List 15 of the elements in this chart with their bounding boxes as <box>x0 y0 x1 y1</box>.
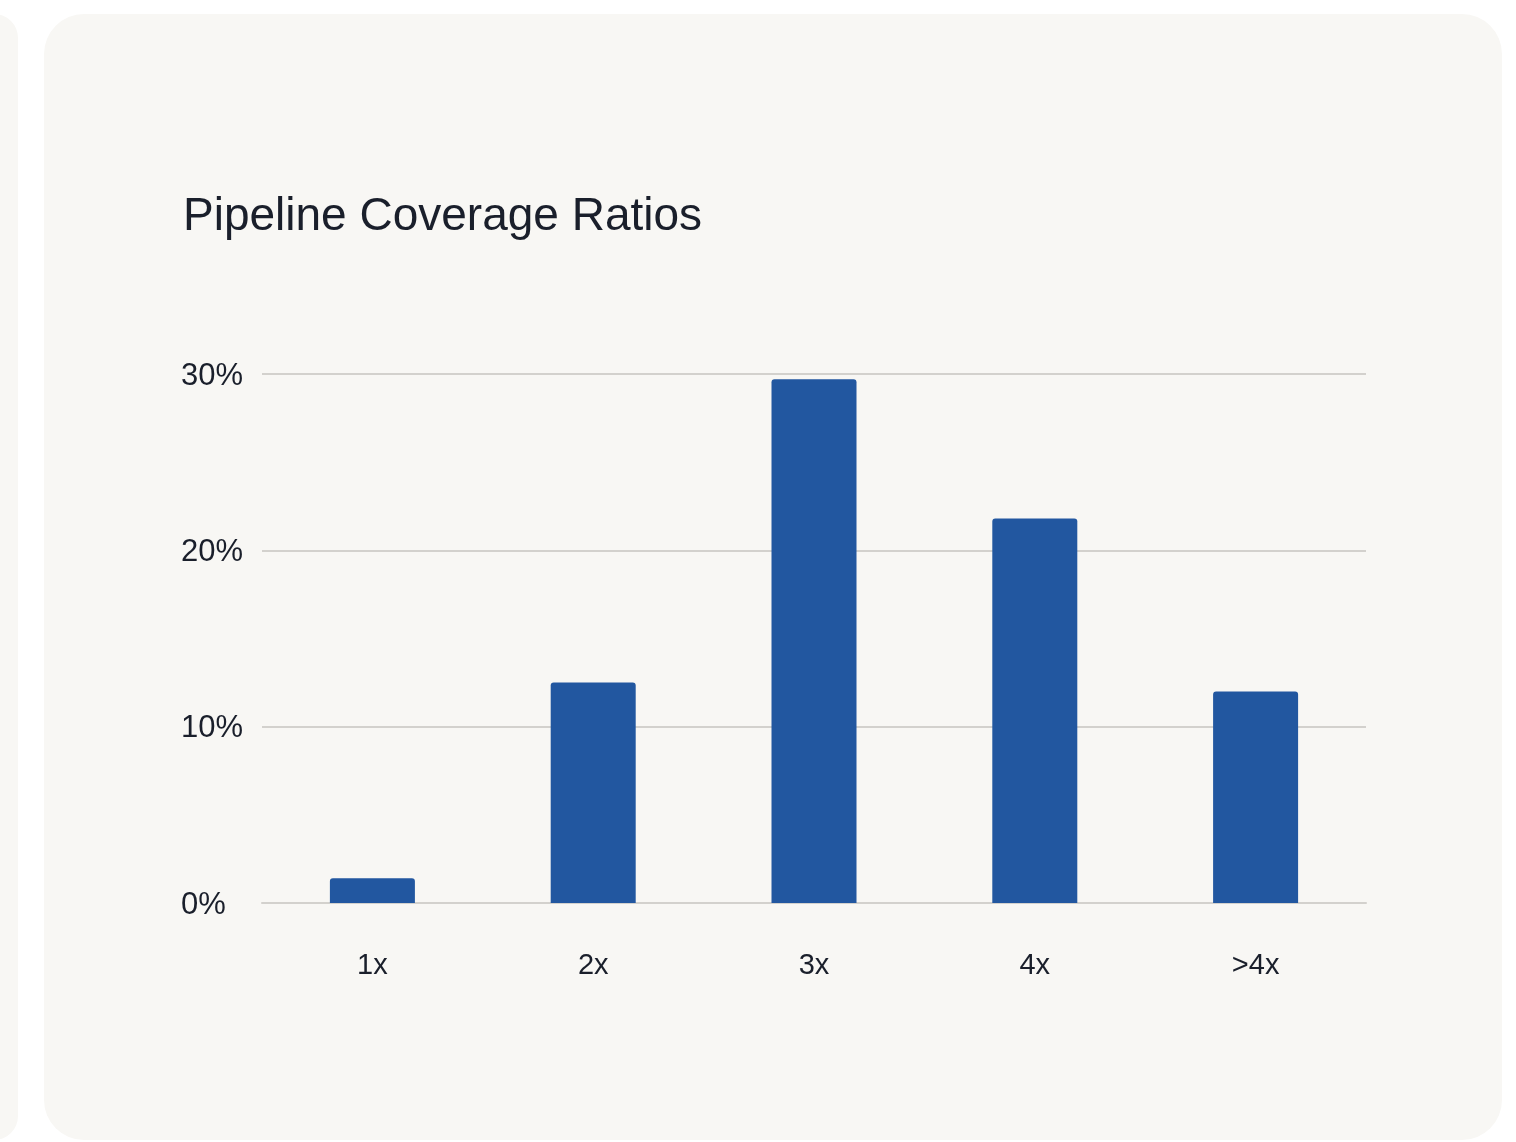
x-tick-label: 4x <box>1019 947 1051 980</box>
y-tick-label: 10% <box>181 709 244 745</box>
bar <box>329 878 415 903</box>
x-tick-label: 3x <box>798 947 830 980</box>
y-tick-label: 30% <box>181 356 244 392</box>
bar <box>771 379 857 903</box>
x-tick-label: 1x <box>357 947 389 980</box>
y-tick-label: 0% <box>181 885 226 921</box>
y-tick-label: 20% <box>181 532 244 568</box>
bar <box>1213 691 1299 903</box>
x-tick-label: >4x <box>1231 947 1280 980</box>
chart-title: Pipeline Coverage Ratios <box>183 188 703 240</box>
x-tick-label: 2x <box>577 947 610 980</box>
bar <box>992 518 1078 903</box>
bar <box>550 682 636 903</box>
